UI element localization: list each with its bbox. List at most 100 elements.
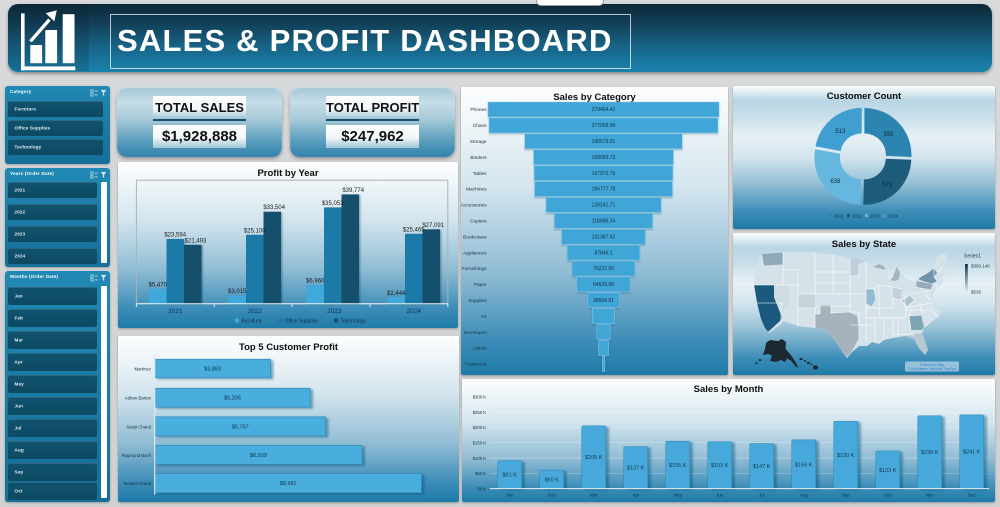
svg-text:$5,757: $5,757 bbox=[232, 424, 249, 430]
svg-text:38554.81: 38554.81 bbox=[593, 298, 614, 304]
svg-text:2023: 2023 bbox=[327, 308, 342, 315]
svg-text:139241.71: 139241.71 bbox=[592, 203, 616, 209]
svg-text:Jan: Jan bbox=[506, 493, 514, 498]
svg-text:$50 K: $50 K bbox=[475, 471, 486, 476]
svg-text:$2,444: $2,444 bbox=[387, 291, 406, 297]
svg-text:2022: 2022 bbox=[248, 308, 263, 315]
svg-text:64529.99: 64529.99 bbox=[593, 282, 614, 288]
svg-text:573: 573 bbox=[882, 182, 893, 188]
svg-text:$123 K: $123 K bbox=[879, 468, 897, 474]
svg-text:118968.34: 118968.34 bbox=[592, 219, 615, 225]
svg-text:$100 K: $100 K bbox=[473, 456, 486, 461]
svg-text:$155 K: $155 K bbox=[669, 463, 687, 469]
svg-text:Accessories: Accessories bbox=[461, 203, 487, 209]
svg-text:Sanjit Chand: Sanjit Chand bbox=[126, 424, 151, 429]
svg-text:Raymond Buch: Raymond Buch bbox=[122, 453, 152, 458]
svg-text:$147 K: $147 K bbox=[753, 464, 771, 470]
svg-text:$153 K: $153 K bbox=[711, 463, 729, 469]
svg-text:Furnishings: Furnishings bbox=[462, 266, 487, 272]
svg-text:Chairs: Chairs bbox=[473, 123, 487, 129]
svg-text:$60 K: $60 K bbox=[545, 477, 560, 483]
svg-text:2024: 2024 bbox=[407, 308, 422, 315]
svg-text:76222.69: 76222.69 bbox=[593, 266, 614, 272]
svg-text:2023: 2023 bbox=[870, 213, 881, 218]
svg-text:Mar: Mar bbox=[590, 493, 598, 498]
svg-text:$25,100: $25,100 bbox=[244, 228, 266, 234]
svg-text:2021: 2021 bbox=[168, 308, 183, 315]
svg-text:Dec: Dec bbox=[968, 493, 977, 498]
svg-text:Envelopes: Envelopes bbox=[464, 330, 487, 336]
svg-text:$5,470: $5,470 bbox=[149, 282, 168, 288]
svg-text:Technology: Technology bbox=[341, 319, 367, 325]
svg-text:$536: $536 bbox=[971, 290, 982, 295]
svg-text:Oct: Oct bbox=[884, 493, 892, 498]
svg-text:Apr: Apr bbox=[632, 493, 640, 498]
svg-text:$6,939: $6,939 bbox=[250, 453, 267, 459]
svg-text:Art: Art bbox=[480, 314, 487, 320]
svg-text:$200 K: $200 K bbox=[473, 425, 486, 430]
svg-text:Furniture: Furniture bbox=[242, 319, 262, 325]
svg-text:$91 K: $91 K bbox=[503, 473, 518, 479]
svg-text:190679.61: 190679.61 bbox=[592, 139, 616, 145]
svg-text:$137 K: $137 K bbox=[627, 466, 645, 472]
svg-text:Labels: Labels bbox=[472, 346, 487, 352]
svg-text:Tables: Tables bbox=[473, 171, 487, 177]
svg-text:$3,883: $3,883 bbox=[204, 367, 221, 373]
svg-text:166777.78: 166777.78 bbox=[592, 187, 616, 193]
svg-text:2024: 2024 bbox=[888, 213, 899, 218]
svg-text:101387.62: 101387.62 bbox=[592, 234, 616, 240]
svg-text:Series1: Series1 bbox=[964, 254, 981, 260]
svg-text:Office Supplies: Office Supplies bbox=[285, 319, 319, 325]
svg-text:$241 K: $241 K bbox=[963, 450, 981, 456]
svg-text:2022: 2022 bbox=[852, 213, 863, 218]
svg-text:Martinez: Martinez bbox=[135, 367, 151, 372]
svg-text:Jun: Jun bbox=[716, 493, 724, 498]
svg-text:$220 K: $220 K bbox=[837, 453, 855, 459]
svg-text:$159 K: $159 K bbox=[795, 462, 813, 468]
svg-text:$3,015: $3,015 bbox=[228, 289, 247, 295]
svg-text:Bookcases: Bookcases bbox=[463, 234, 487, 240]
svg-text:Tamara Chand: Tamara Chand bbox=[123, 481, 152, 486]
svg-text:$0 K: $0 K bbox=[477, 486, 486, 491]
svg-text:© GeoNames, Microsoft, TomTom: © GeoNames, Microsoft, TomTom bbox=[908, 367, 956, 371]
svg-text:$5,205: $5,205 bbox=[224, 396, 241, 402]
svg-text:$6,960: $6,960 bbox=[306, 278, 325, 284]
svg-text:$8,981: $8,981 bbox=[280, 481, 297, 487]
svg-text:595: 595 bbox=[884, 132, 895, 138]
svg-text:$25,465: $25,465 bbox=[403, 227, 425, 233]
svg-text:Nov: Nov bbox=[926, 493, 935, 498]
svg-text:Phones: Phones bbox=[470, 107, 487, 113]
svg-text:638: 638 bbox=[830, 179, 841, 185]
svg-text:Supplies: Supplies bbox=[468, 298, 487, 304]
svg-text:Copiers: Copiers bbox=[470, 219, 487, 225]
svg-text:$23,594: $23,594 bbox=[164, 233, 186, 239]
svg-text:Feb: Feb bbox=[548, 493, 556, 498]
svg-text:Storage: Storage bbox=[470, 139, 487, 145]
svg-text:$39,774: $39,774 bbox=[342, 188, 364, 194]
svg-text:Binders: Binders bbox=[470, 155, 487, 161]
svg-text:$205 K: $205 K bbox=[585, 455, 603, 461]
svg-text:167972.76: 167972.76 bbox=[592, 171, 616, 177]
svg-text:Sep: Sep bbox=[842, 493, 851, 498]
svg-text:Aug: Aug bbox=[800, 493, 809, 498]
svg-text:Appliances: Appliances bbox=[463, 250, 487, 256]
svg-text:$33,504: $33,504 bbox=[263, 205, 285, 211]
svg-text:87846.1: 87846.1 bbox=[594, 250, 612, 256]
svg-text:279464.42: 279464.42 bbox=[592, 107, 616, 113]
svg-text:Powered by Bing: Powered by Bing bbox=[920, 363, 944, 367]
svg-text:$238 K: $238 K bbox=[921, 450, 939, 456]
svg-text:$390,146: $390,146 bbox=[971, 264, 990, 269]
svg-text:Jul: Jul bbox=[759, 493, 765, 498]
svg-text:$250 K: $250 K bbox=[473, 410, 486, 415]
svg-text:169089.73: 169089.73 bbox=[592, 155, 616, 161]
svg-text:2021: 2021 bbox=[834, 213, 845, 218]
svg-text:513: 513 bbox=[835, 129, 846, 135]
svg-text:Fasteners: Fasteners bbox=[465, 362, 487, 368]
svg-text:277058.98: 277058.98 bbox=[592, 123, 616, 129]
svg-text:Paper: Paper bbox=[474, 282, 487, 288]
svg-text:$300 K: $300 K bbox=[473, 395, 486, 400]
svg-text:$150 K: $150 K bbox=[473, 441, 486, 446]
svg-text:Adrian Barton: Adrian Barton bbox=[125, 396, 152, 401]
svg-text:$35,053: $35,053 bbox=[322, 201, 344, 207]
svg-text:Machines: Machines bbox=[466, 187, 487, 193]
